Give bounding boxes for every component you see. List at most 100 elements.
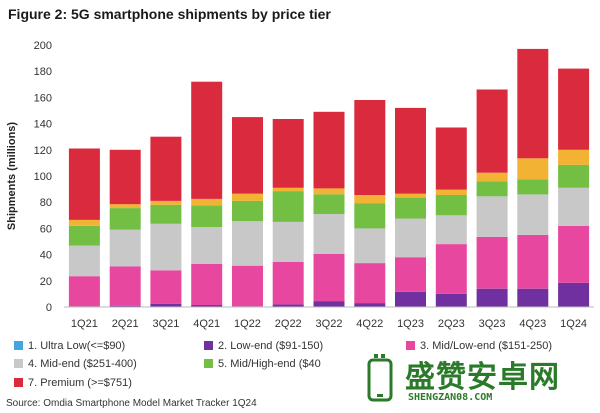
bar-segment bbox=[232, 265, 263, 307]
bar-segment bbox=[313, 194, 345, 214]
bar-segment bbox=[272, 191, 304, 222]
bar-segment bbox=[354, 263, 386, 304]
bar-segment bbox=[313, 111, 345, 189]
bar-segment bbox=[232, 221, 263, 266]
bar-segment bbox=[517, 158, 549, 180]
y-axis-label: Shipments (millions) bbox=[6, 122, 18, 231]
bar-segment bbox=[150, 204, 182, 224]
x-tick-label: 2Q23 bbox=[438, 318, 465, 330]
chart-title: Figure 2: 5G smartphone shipments by pri… bbox=[8, 6, 331, 22]
bar-segment bbox=[109, 266, 141, 306]
bar-segment bbox=[232, 200, 263, 222]
bar-segment bbox=[191, 205, 223, 228]
legend-label: 3. Mid/Low-end ($151-250) bbox=[420, 340, 553, 352]
bar-segment bbox=[313, 188, 345, 195]
bar-segment bbox=[191, 198, 223, 206]
bar-segment bbox=[68, 225, 100, 246]
bar-segment bbox=[109, 229, 141, 267]
bar-segment bbox=[476, 288, 508, 307]
bar-segment bbox=[517, 194, 549, 235]
y-tick-label: 0 bbox=[46, 302, 52, 314]
legend-item-mid-low-end: 3. Mid/Low-end ($151-250) bbox=[406, 340, 552, 352]
bar-segment bbox=[191, 305, 223, 307]
x-tick-label: 3Q23 bbox=[479, 318, 506, 330]
legend-swatch bbox=[406, 341, 415, 350]
bar-segment bbox=[395, 218, 426, 258]
x-tick-label: 4Q22 bbox=[356, 318, 383, 330]
bar-segment bbox=[109, 305, 141, 307]
bar-segment bbox=[354, 303, 386, 307]
legend-item-premium: 7. Premium (>=$751) bbox=[14, 377, 132, 389]
bar-segment bbox=[517, 179, 549, 195]
bar-segment bbox=[232, 117, 263, 194]
y-tick-label: 20 bbox=[40, 276, 52, 288]
bar-segment bbox=[150, 200, 182, 205]
bar-segment bbox=[435, 293, 467, 307]
y-tick-label: 200 bbox=[34, 40, 52, 52]
bar-segment bbox=[354, 228, 386, 264]
bar-segment bbox=[68, 148, 100, 220]
bar-segment bbox=[395, 291, 426, 307]
bar-segment bbox=[476, 236, 508, 289]
bar-segment bbox=[354, 195, 386, 204]
legend-swatch bbox=[14, 341, 23, 350]
watermark-text: 盛赞安卓网 bbox=[405, 360, 560, 395]
x-tick-label: 4Q23 bbox=[519, 318, 546, 330]
bar-segment bbox=[558, 149, 590, 165]
bar-segment bbox=[109, 204, 141, 209]
bar-segment bbox=[191, 227, 223, 264]
x-tick-label: 3Q22 bbox=[316, 318, 343, 330]
y-tick-label: 120 bbox=[34, 145, 52, 157]
bar-segment bbox=[476, 196, 508, 237]
legend-item-low-end: 2. Low-end ($91-150) bbox=[204, 340, 323, 352]
bar-segment bbox=[313, 253, 345, 302]
legend-swatch bbox=[14, 359, 23, 368]
legend-label: 1. Ultra Low(<=$90) bbox=[28, 340, 126, 352]
legend-item-ultra-low: 1. Ultra Low(<=$90) bbox=[14, 340, 125, 352]
y-tick-label: 80 bbox=[40, 197, 52, 209]
legend-label: 2. Low-end ($91-150) bbox=[218, 340, 324, 352]
bar-segment bbox=[476, 89, 508, 173]
x-tick-label: 1Q23 bbox=[397, 318, 424, 330]
bar-segment bbox=[272, 304, 304, 307]
bar-segment bbox=[68, 245, 100, 277]
bar-segment bbox=[395, 257, 426, 292]
legend-item-mid-end: 4. Mid-end ($251-400) bbox=[14, 358, 137, 370]
x-tick-label: 4Q21 bbox=[193, 318, 220, 330]
legend-label: 5. Mid/High-end ($40 bbox=[218, 358, 321, 370]
bar-segment bbox=[150, 223, 182, 271]
phone-icon bbox=[367, 354, 393, 402]
stacked-bar-chart: 0 20 40 60 80 100 120 140 160 180 200 Shipments (mi… bbox=[6, 40, 594, 330]
bar-segment bbox=[354, 100, 386, 195]
bar-segment bbox=[435, 244, 467, 294]
legend-swatch bbox=[204, 359, 213, 368]
legend-label: 4. Mid-end ($251-400) bbox=[28, 358, 137, 370]
y-tick-label: 100 bbox=[34, 171, 52, 183]
bar-segment bbox=[517, 288, 549, 307]
bar-segment bbox=[313, 214, 345, 254]
legend-label: 7. Premium (>=$751) bbox=[28, 377, 132, 389]
watermark-url: SHENGZAN08.COM bbox=[408, 392, 493, 403]
bar-segment bbox=[68, 219, 100, 226]
bar-segment bbox=[272, 261, 304, 305]
bar-segment bbox=[558, 68, 590, 150]
bar-segment bbox=[435, 215, 467, 245]
bar-segment bbox=[517, 48, 549, 159]
y-tick-label: 180 bbox=[34, 66, 52, 78]
bar-segment bbox=[313, 301, 345, 307]
bar-segment bbox=[517, 234, 549, 289]
bar-segment bbox=[150, 303, 182, 307]
legend-item-mid-high-end: 5. Mid/High-end ($40 bbox=[204, 358, 321, 370]
y-tick-label: 40 bbox=[40, 250, 52, 262]
bar-segment bbox=[109, 208, 141, 230]
y-tick-label: 160 bbox=[34, 92, 52, 104]
bar-segment bbox=[150, 270, 182, 304]
x-tick-label: 3Q21 bbox=[152, 318, 179, 330]
bar-segment bbox=[272, 187, 304, 192]
x-tick-label: 1Q21 bbox=[71, 318, 98, 330]
bar-segment bbox=[435, 189, 467, 195]
bar-segment bbox=[558, 164, 590, 188]
bar-segment bbox=[272, 221, 304, 262]
source-note: Source: Omdia Smartphone Model Market Tr… bbox=[6, 398, 257, 409]
bar-segment bbox=[395, 197, 426, 219]
